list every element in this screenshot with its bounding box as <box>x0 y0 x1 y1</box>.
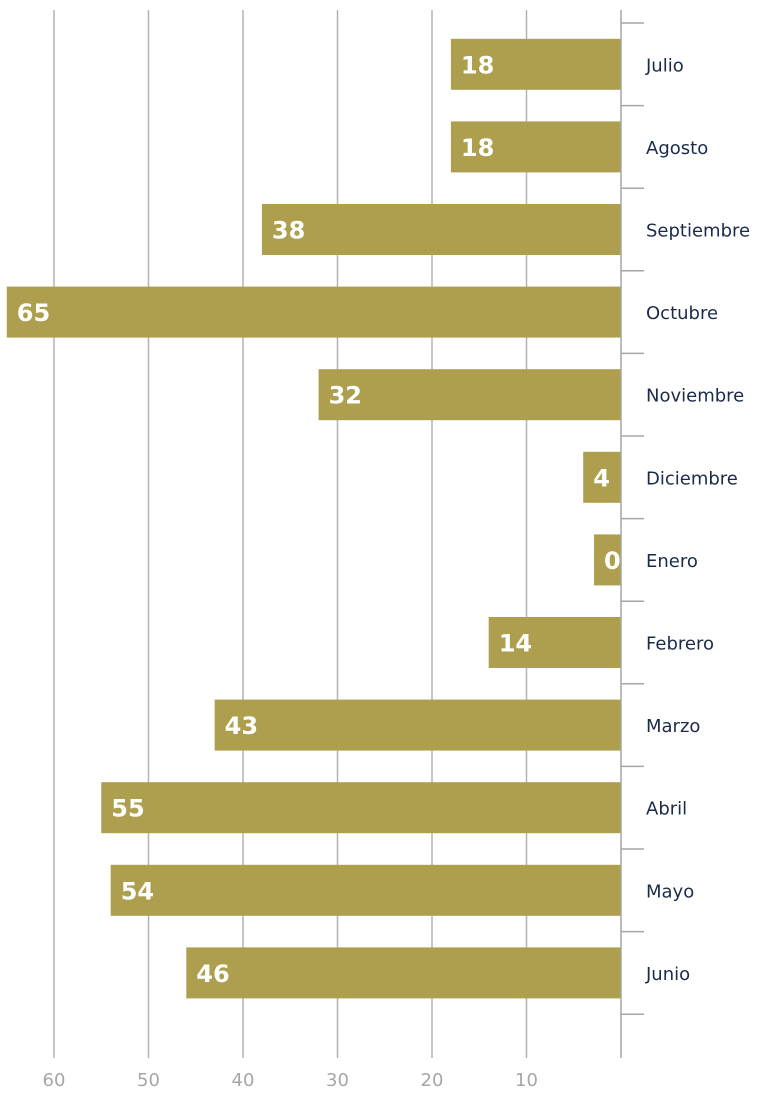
bar-julio <box>450 38 621 90</box>
bar-value-label: 43 <box>225 712 258 740</box>
category-label-diciembre: Diciembre <box>646 468 738 489</box>
category-labels: Julio Agosto Septiembre Octubre Noviembre Dic… <box>645 55 750 985</box>
bar-value-label: 18 <box>461 51 494 79</box>
bar-septiembre <box>261 204 621 255</box>
x-tick-labels: 60 50 40 30 20 10 <box>43 1070 538 1091</box>
category-label-febrero: Febrero <box>646 634 714 655</box>
category-label-junio: Junio <box>645 964 690 985</box>
bar-value-label: 65 <box>17 299 50 327</box>
bar-mayo <box>110 864 621 916</box>
bar-value-label: 18 <box>461 134 494 162</box>
bar-value-label: 46 <box>196 960 229 988</box>
category-label-septiembre: Septiembre <box>646 221 750 242</box>
bar-octubre <box>6 286 621 338</box>
bars: 18 18 38 65 32 4 0 14 43 55 54 46 <box>6 38 622 999</box>
bar-diciembre <box>583 451 621 503</box>
x-tick-label: 50 <box>137 1070 160 1091</box>
bar-value-label: 38 <box>272 217 305 245</box>
category-label-mayo: Mayo <box>646 881 694 902</box>
bar-enero <box>594 534 621 586</box>
bar-marzo <box>214 699 621 751</box>
y-axis <box>620 10 644 1058</box>
category-label-agosto: Agosto <box>646 138 708 159</box>
bar-value-label: 4 <box>593 464 610 492</box>
category-label-julio: Julio <box>645 55 684 76</box>
bar-agosto <box>450 121 621 173</box>
category-label-octubre: Octubre <box>646 303 718 324</box>
bar-value-label: 0 <box>604 547 621 575</box>
bar-value-label: 55 <box>111 795 144 823</box>
bar-abril <box>101 782 621 834</box>
bar-value-label: 54 <box>121 877 154 905</box>
category-label-abril: Abril <box>646 799 687 820</box>
bar-febrero <box>488 617 621 668</box>
bar-value-label: 14 <box>499 630 532 658</box>
x-tick-label: 20 <box>421 1070 444 1091</box>
category-label-noviembre: Noviembre <box>646 386 744 407</box>
x-tick-label: 40 <box>232 1070 255 1091</box>
x-tick-label: 10 <box>515 1070 538 1091</box>
x-tick-label: 30 <box>326 1070 349 1091</box>
category-label-marzo: Marzo <box>646 716 700 737</box>
bar-value-label: 32 <box>329 382 362 410</box>
x-tick-label: 60 <box>43 1070 66 1091</box>
gridlines <box>53 10 528 1058</box>
category-label-enero: Enero <box>646 551 698 572</box>
bar-noviembre <box>318 369 621 421</box>
bar-junio <box>186 947 622 999</box>
